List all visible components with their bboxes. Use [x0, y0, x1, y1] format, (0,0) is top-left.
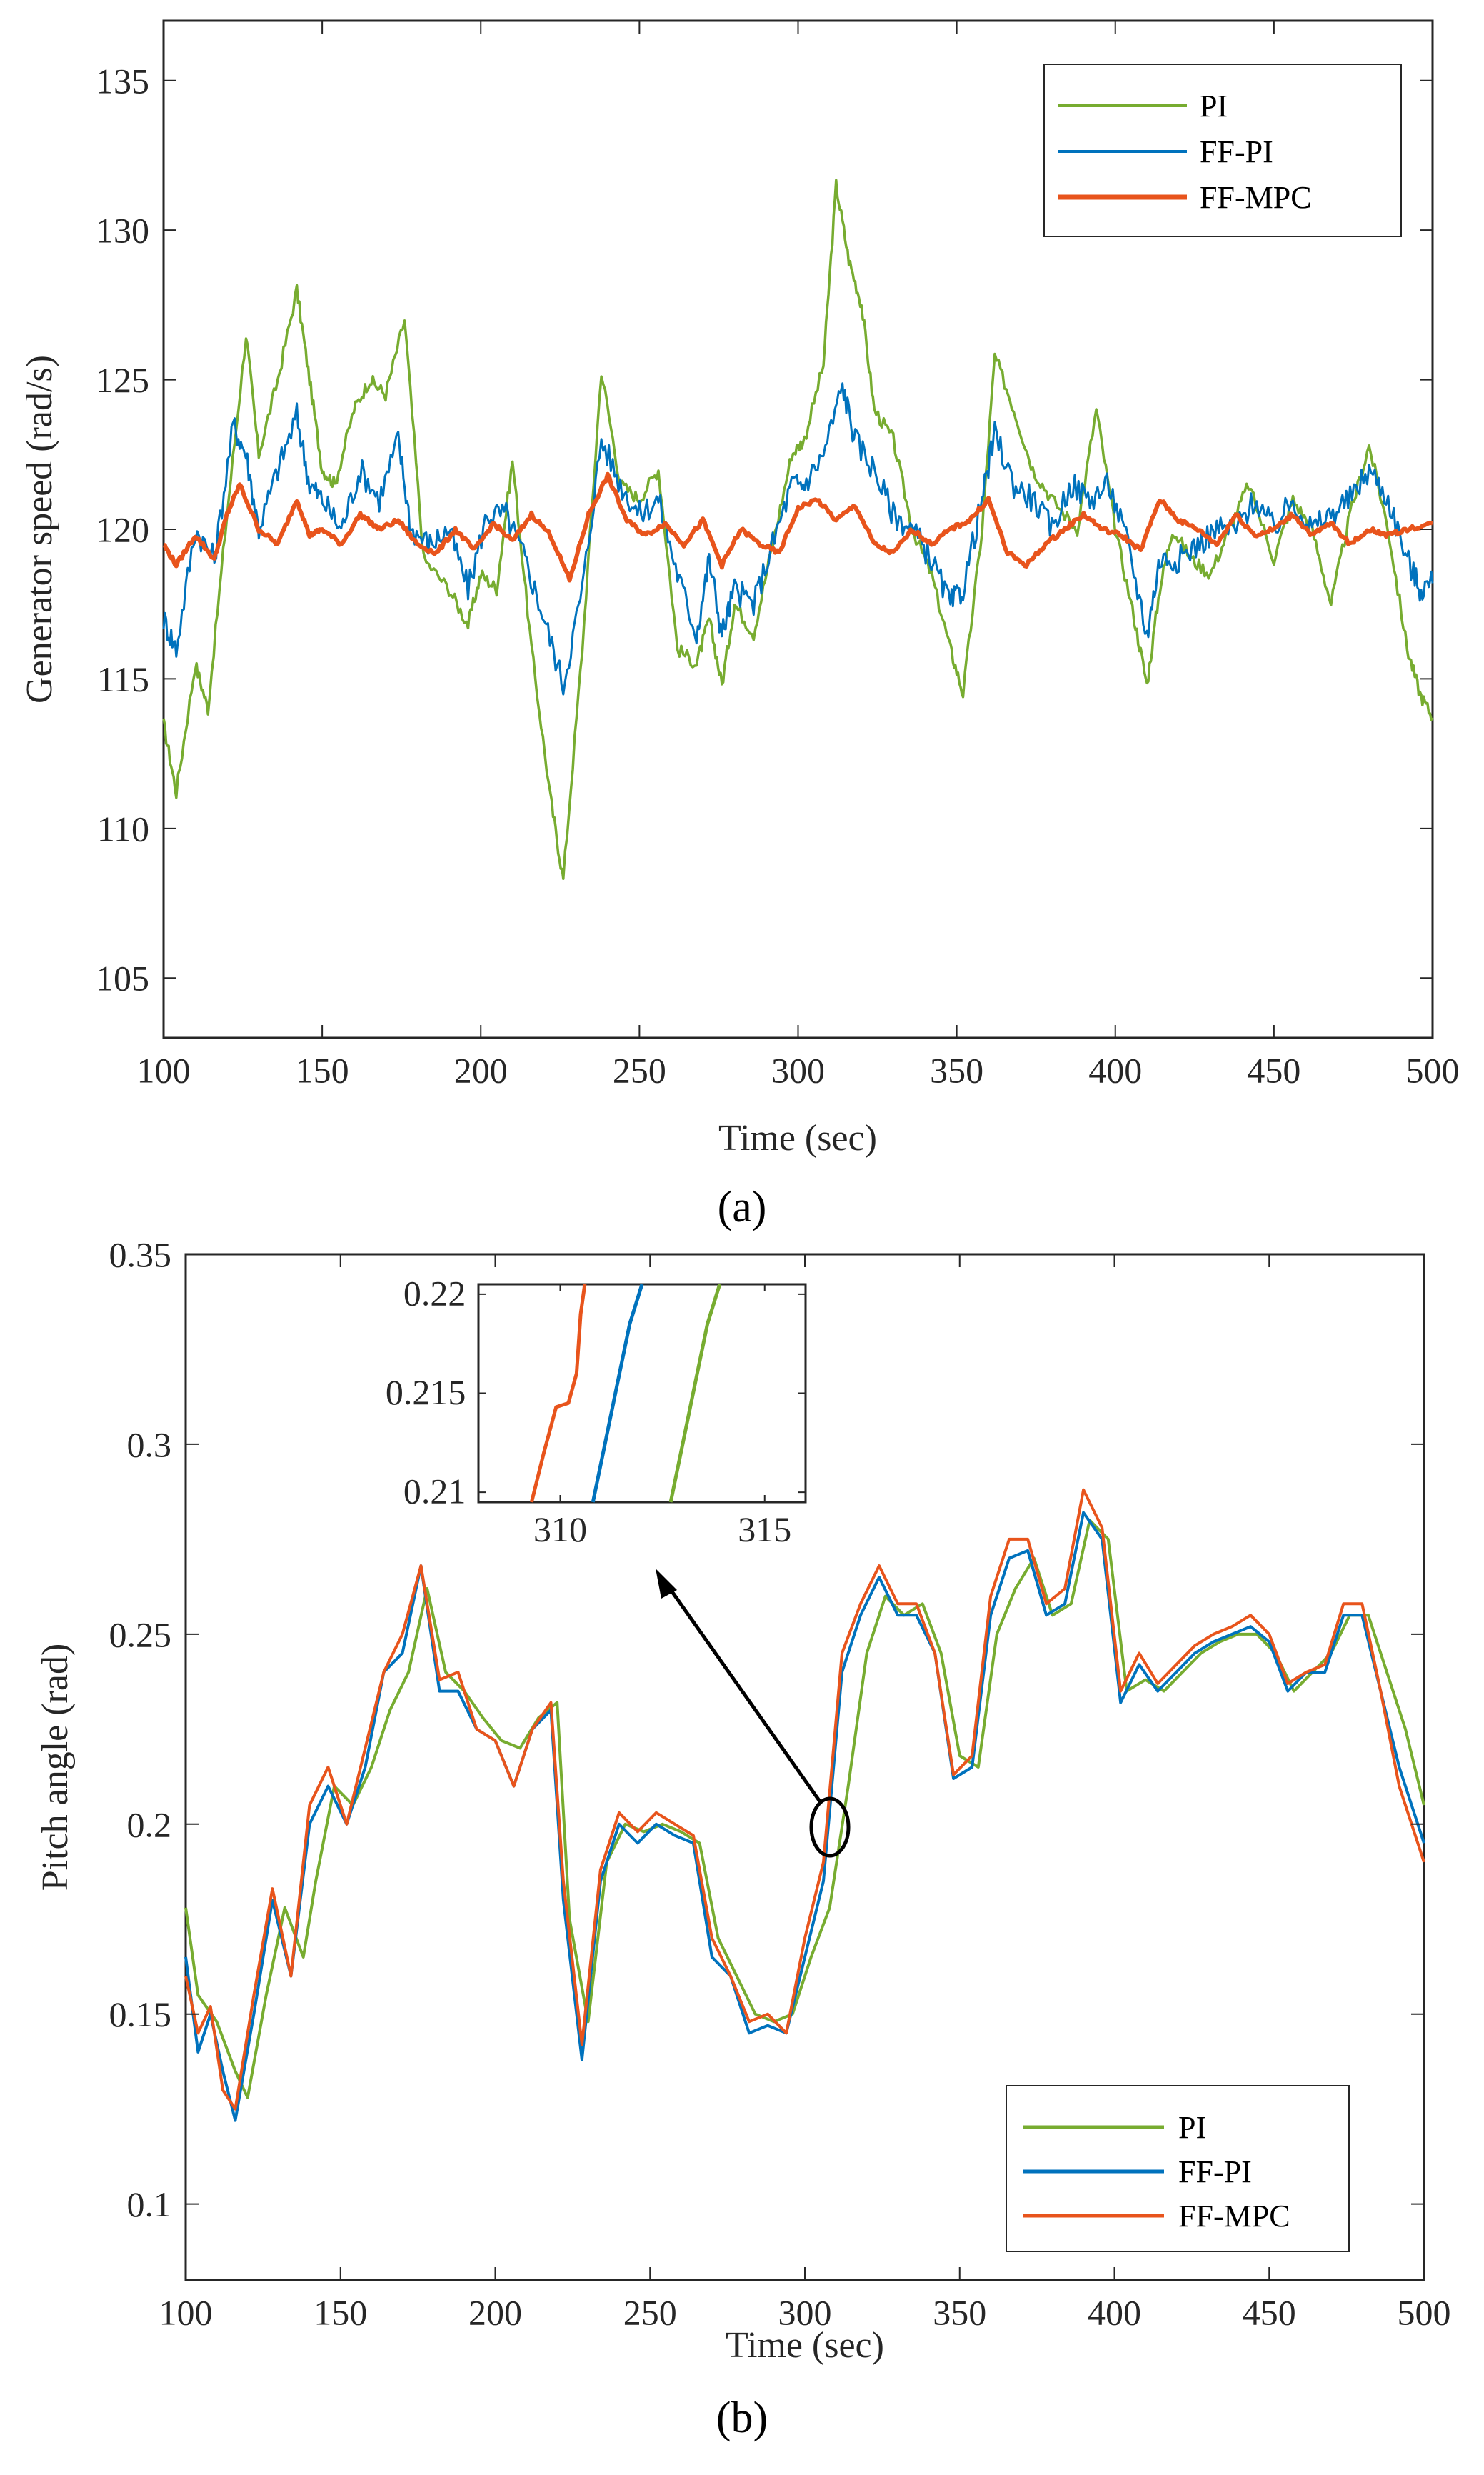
inset-y-tick-label: 0.22: [403, 1273, 466, 1313]
panel-b-x-tick-label: 300: [778, 2293, 832, 2333]
panel-b-x-tick-label: 100: [159, 2293, 213, 2333]
panel-b-chart: 100 150 200 250 300 350 400 450 500 0.1 0.15 0.2 0.2…: [35, 1235, 1451, 2443]
inset-line-ff-mpc: [529, 1284, 587, 1503]
panel-a-y-tick-label: 120: [96, 510, 149, 550]
panel-a-y-tick-label: 115: [97, 659, 149, 699]
legend-label-ff-mpc: FF-MPC: [1178, 2199, 1290, 2234]
panel-a-y-tick-label: 125: [96, 360, 149, 400]
panel-b-line-pi: [184, 1519, 1425, 2099]
panel-a-x-tick-label: 400: [1088, 1051, 1142, 1091]
panel-a-y-tick-label: 130: [96, 211, 149, 251]
panel-b-x-tick-label: 150: [314, 2293, 367, 2333]
panel-a-y-tick-label: 110: [97, 809, 149, 849]
inset-zoom-chart: 310 315 0.21 0.215 0.22: [386, 1273, 807, 1549]
inset-x-tick-label: 310: [533, 1509, 587, 1549]
inset-line-ff-pi: [591, 1284, 644, 1503]
legend-label-pi: PI: [1178, 2110, 1206, 2145]
inset-ticks: 310 315 0.21 0.215 0.22: [386, 1273, 806, 1549]
panel-a-line-ff-mpc: [162, 471, 1433, 583]
panel-b-x-axis-label: Time (sec): [726, 2325, 884, 2366]
panel-b-y-tick-label: 0.3: [127, 1424, 172, 1464]
panel-a-chart: 100 150 200 250 300 350 400 450 500 105 110 115 120 1…: [19, 19, 1460, 1231]
panel-b-ticks: 100 150 200 250 300 350 400 450 500 0.1 0.15 0.2 0.2…: [109, 1235, 1451, 2333]
zoom-arrow-head: [656, 1569, 677, 1599]
panel-b-x-tick-label: 500: [1398, 2293, 1451, 2333]
panel-b-y-tick-label: 0.15: [109, 1994, 172, 2034]
panel-a-x-tick-label: 450: [1247, 1051, 1300, 1091]
legend-label-ff-pi: FF-PI: [1200, 134, 1273, 169]
panel-b-series-lines: [184, 1488, 1425, 2122]
panel-b-x-tick-label: 400: [1088, 2293, 1141, 2333]
panel-b-y-tick-label: 0.2: [127, 1804, 172, 1844]
panel-b-y-tick-label: 0.1: [127, 2184, 172, 2224]
panel-b-line-ff-mpc: [184, 1488, 1425, 2111]
panel-a-x-tick-label: 350: [930, 1051, 983, 1091]
zoom-arrow-shaft: [668, 1587, 822, 1803]
inset-y-tick-label: 0.215: [386, 1372, 466, 1412]
panel-b-x-tick-label: 200: [468, 2293, 522, 2333]
legend-label-pi: PI: [1200, 89, 1228, 124]
panel-a-x-tick-label: 250: [613, 1051, 666, 1091]
panel-b-legend-box: [1006, 2085, 1350, 2252]
panel-a-legend: PI FF-PI FF-MPC: [1043, 64, 1402, 237]
panel-b-legend: PI FF-PI FF-MPC: [1006, 2085, 1350, 2252]
panel-a-ticks: 100 150 200 250 300 350 400 450 500 105 110 115 120 1…: [96, 21, 1460, 1091]
panel-a-line-ff-pi: [162, 382, 1434, 696]
panel-b-x-tick-label: 350: [933, 2293, 986, 2333]
panel-b-y-tick-label: 0.25: [109, 1614, 172, 1654]
panel-a-x-tick-label: 500: [1406, 1051, 1460, 1091]
panel-b-label: (b): [716, 2394, 768, 2442]
inset-y-tick-label: 0.21: [403, 1471, 466, 1511]
panel-a-series-lines: [162, 179, 1434, 881]
panel-a-y-tick-label: 135: [96, 61, 149, 101]
panel-a-x-tick-label: 100: [137, 1051, 191, 1091]
panel-a-y-axis-label: Generator speed (rad/s): [19, 355, 60, 704]
legend-label-ff-pi: FF-PI: [1178, 2154, 1252, 2189]
panel-b-x-tick-label: 450: [1243, 2293, 1296, 2333]
panel-a-x-tick-label: 150: [296, 1051, 349, 1091]
inset-x-tick-label: 315: [738, 1509, 791, 1549]
zoom-region-ellipse: [809, 1796, 851, 1858]
panel-a-x-axis-label: Time (sec): [718, 1118, 877, 1159]
legend-label-ff-mpc: FF-MPC: [1200, 180, 1312, 215]
inset-series-lines: [529, 1284, 722, 1503]
panel-a-x-tick-label: 300: [771, 1051, 825, 1091]
panel-a-x-tick-label: 200: [454, 1051, 508, 1091]
inset-line-pi: [668, 1284, 722, 1503]
panel-b-y-tick-label: 0.35: [109, 1235, 172, 1275]
panel-b-y-axis-label: Pitch angle (rad): [35, 1644, 76, 1891]
inset-plot-area: [477, 1283, 807, 1504]
panel-a-label: (a): [718, 1183, 767, 1231]
panel-a-line-pi: [162, 179, 1434, 881]
panel-b-x-tick-label: 250: [623, 2293, 677, 2333]
panel-a-y-tick-label: 105: [96, 959, 149, 999]
